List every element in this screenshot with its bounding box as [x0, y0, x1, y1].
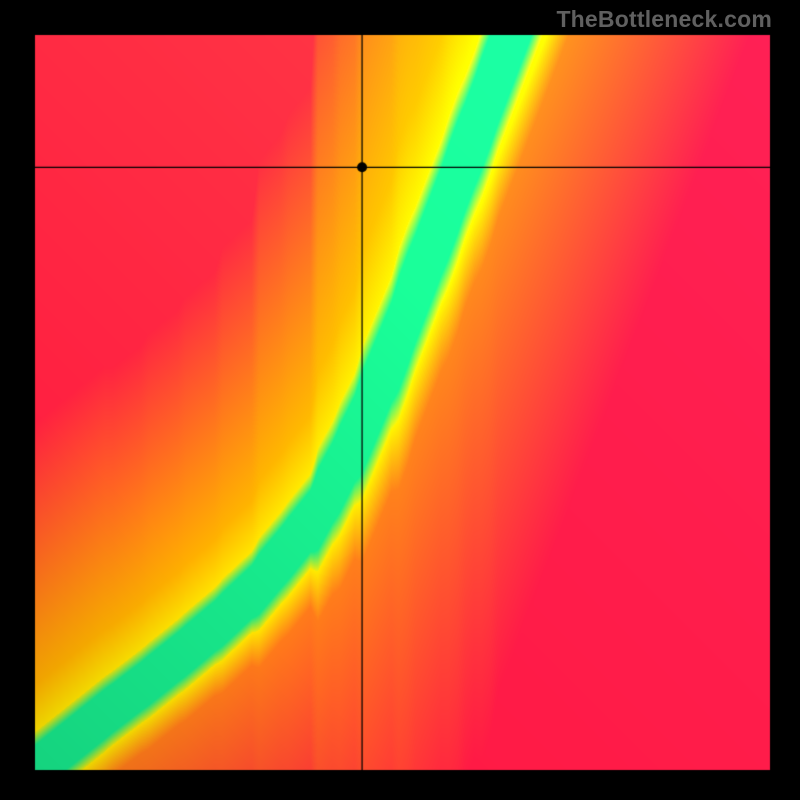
- watermark-text: TheBottleneck.com: [556, 6, 772, 33]
- bottleneck-heatmap: [0, 0, 800, 800]
